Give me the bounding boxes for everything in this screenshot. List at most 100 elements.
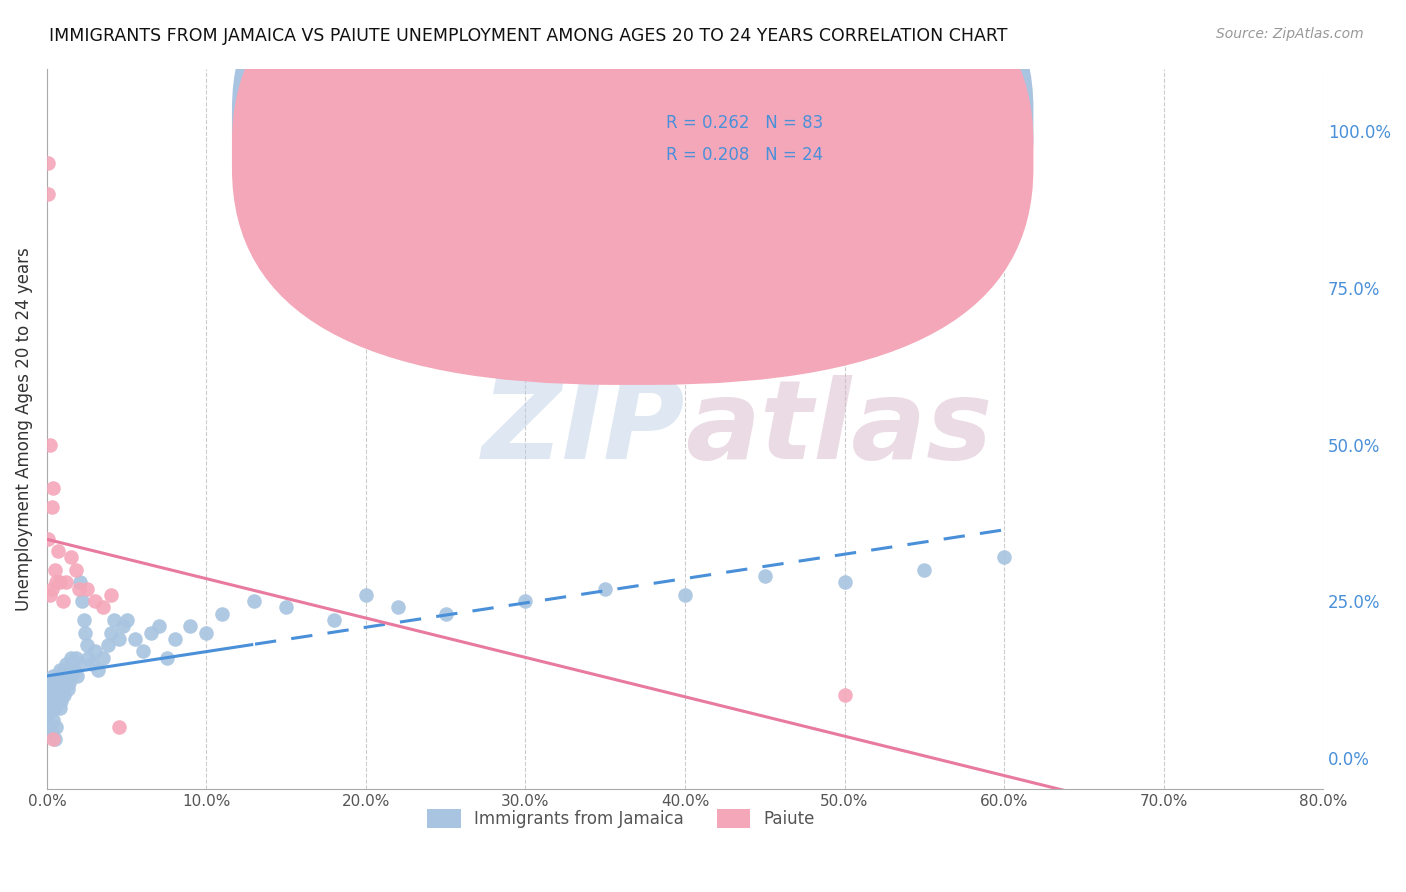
Point: [76, 582, 98, 596]
Point: [103, 613, 125, 627]
Point: [52, 594, 75, 608]
Point: [42, 669, 65, 683]
Point: [42, 482, 65, 496]
Point: [37, 186, 59, 201]
Point: [66, 669, 89, 683]
Point: [323, 613, 346, 627]
Point: [91, 600, 114, 615]
Point: [96, 638, 118, 652]
Point: [37, 694, 59, 708]
Point: [58, 675, 80, 690]
Point: [387, 600, 409, 615]
Text: IMMIGRANTS FROM JAMAICA VS PAIUTE UNEMPLOYMENT AMONG AGES 20 TO 24 YEARS CORRELA: IMMIGRANTS FROM JAMAICA VS PAIUTE UNEMPL…: [49, 27, 1008, 45]
Point: [45, 575, 67, 590]
Point: [87, 663, 110, 677]
Point: [55, 675, 77, 690]
Point: [834, 688, 856, 702]
Point: [46, 688, 69, 702]
Point: [41, 726, 63, 740]
Point: [44, 700, 66, 714]
Point: [59, 650, 82, 665]
Point: [75, 625, 97, 640]
Point: [593, 582, 616, 596]
Point: [39, 588, 62, 602]
Point: [41, 582, 63, 596]
Point: [39, 688, 62, 702]
Point: [44, 563, 66, 577]
Point: [51, 694, 73, 708]
Legend: Immigrants from Jamaica, Paiute: Immigrants from Jamaica, Paiute: [420, 803, 821, 835]
Point: [107, 720, 129, 734]
Point: [67, 582, 90, 596]
Point: [70, 594, 93, 608]
Point: [55, 657, 77, 671]
Point: [80, 657, 103, 671]
Point: [42, 681, 65, 696]
Point: [354, 588, 377, 602]
Point: [45, 694, 67, 708]
Point: [65, 650, 87, 665]
Point: [44, 688, 66, 702]
Point: [45, 681, 67, 696]
Point: [56, 681, 79, 696]
Point: [42, 713, 65, 727]
Point: [39, 720, 62, 734]
Point: [37, 155, 59, 169]
Point: [211, 607, 233, 621]
Point: [912, 563, 935, 577]
Text: R = 0.262   N = 83: R = 0.262 N = 83: [666, 113, 823, 132]
Point: [52, 669, 75, 683]
Point: [65, 563, 87, 577]
Point: [41, 500, 63, 515]
Point: [77, 650, 100, 665]
Point: [48, 663, 70, 677]
Point: [62, 657, 84, 671]
Text: ZIP: ZIP: [481, 376, 685, 483]
FancyBboxPatch shape: [232, 0, 1033, 385]
Point: [46, 544, 69, 558]
Point: [163, 632, 186, 646]
Point: [48, 688, 70, 702]
Point: [124, 632, 146, 646]
Point: [139, 625, 162, 640]
Point: [42, 694, 65, 708]
Point: [45, 720, 67, 734]
Text: R = 0.208   N = 24: R = 0.208 N = 24: [666, 146, 823, 164]
Point: [83, 594, 105, 608]
Point: [56, 669, 79, 683]
Point: [42, 732, 65, 747]
Point: [100, 588, 122, 602]
Point: [41, 700, 63, 714]
Point: [53, 663, 76, 677]
FancyBboxPatch shape: [232, 0, 1033, 352]
Point: [41, 675, 63, 690]
Point: [515, 594, 537, 608]
Point: [131, 644, 153, 658]
Point: [55, 575, 77, 590]
Y-axis label: Unemployment Among Ages 20 to 24 years: Unemployment Among Ages 20 to 24 years: [15, 247, 32, 611]
Point: [48, 700, 70, 714]
Point: [243, 594, 266, 608]
Point: [76, 638, 98, 652]
Point: [69, 575, 91, 590]
Point: [53, 688, 76, 702]
Point: [37, 706, 59, 721]
Point: [434, 607, 457, 621]
Point: [39, 700, 62, 714]
Point: [148, 619, 170, 633]
Point: [44, 732, 66, 747]
Point: [46, 669, 69, 683]
Point: [673, 588, 696, 602]
Point: [52, 681, 75, 696]
Point: [107, 632, 129, 646]
Point: [91, 650, 114, 665]
Point: [41, 688, 63, 702]
Point: [59, 550, 82, 565]
Point: [155, 650, 177, 665]
Point: [83, 644, 105, 658]
Point: [195, 625, 218, 640]
Point: [112, 619, 135, 633]
Point: [72, 613, 94, 627]
Point: [834, 575, 856, 590]
Point: [754, 569, 776, 583]
